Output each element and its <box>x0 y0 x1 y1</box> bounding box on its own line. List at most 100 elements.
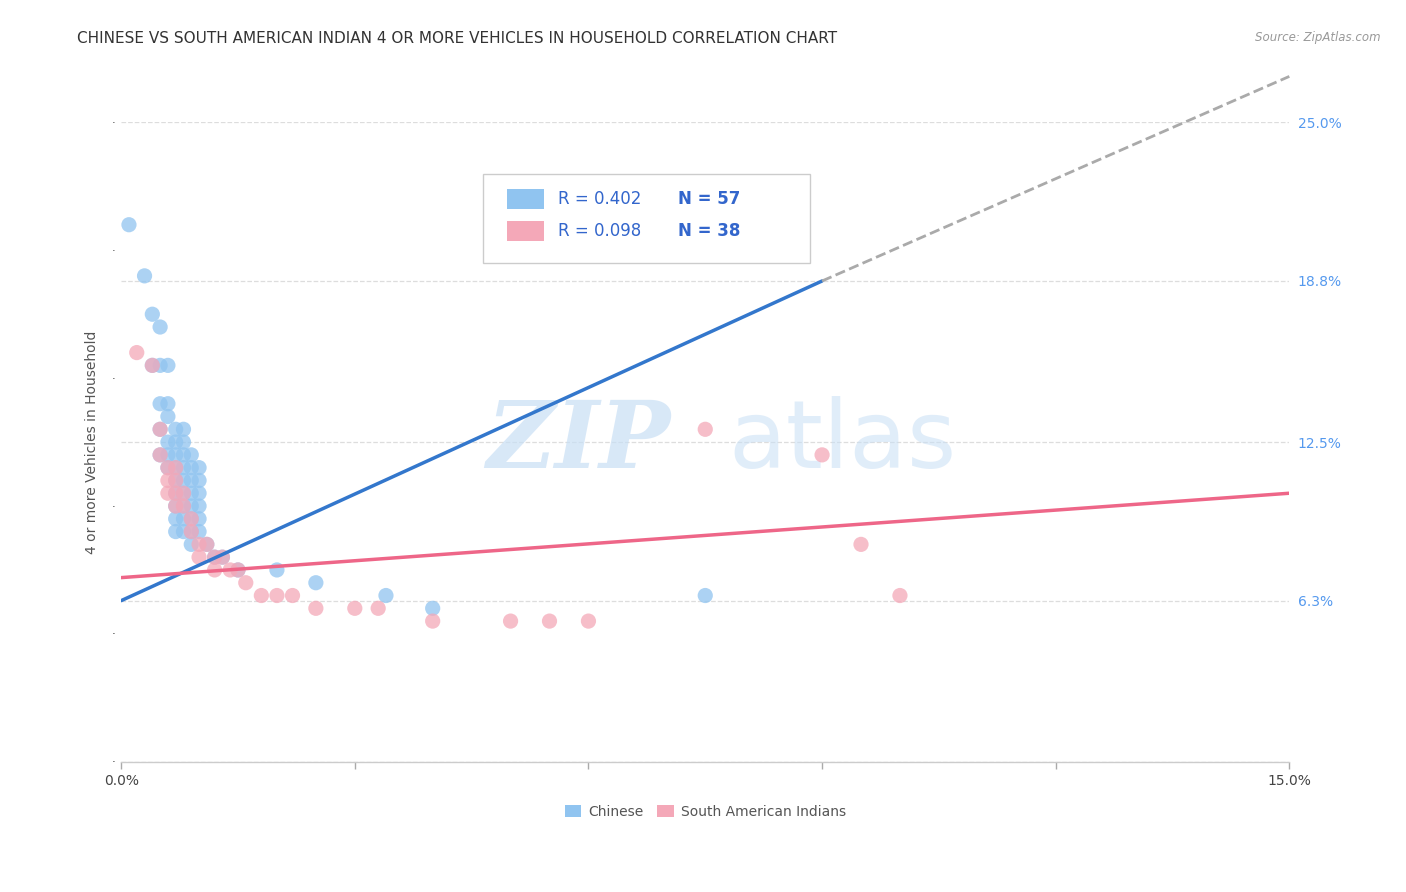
Text: ZIP: ZIP <box>486 397 671 487</box>
Point <box>235 575 257 590</box>
Text: atlas: atlas <box>728 396 957 488</box>
Point <box>165 435 187 450</box>
Point <box>204 550 226 565</box>
Point <box>204 550 226 565</box>
Point <box>695 589 717 603</box>
Point <box>172 474 194 488</box>
Text: R = 0.098: R = 0.098 <box>558 222 641 240</box>
FancyBboxPatch shape <box>506 189 544 210</box>
Point <box>188 474 211 488</box>
Point <box>165 474 187 488</box>
Text: N = 38: N = 38 <box>678 222 741 240</box>
Point <box>180 512 202 526</box>
Point <box>165 486 187 500</box>
Point <box>180 537 202 551</box>
Point <box>226 563 249 577</box>
Point <box>188 486 211 500</box>
Point <box>266 589 288 603</box>
Point <box>172 499 194 513</box>
Point <box>422 614 444 628</box>
Point <box>156 435 179 450</box>
Point <box>211 550 233 565</box>
Point <box>165 448 187 462</box>
Point <box>811 448 834 462</box>
Point <box>226 563 249 577</box>
Point <box>188 499 211 513</box>
FancyBboxPatch shape <box>484 174 810 263</box>
Point <box>180 448 202 462</box>
Point <box>172 435 194 450</box>
Point <box>305 601 328 615</box>
Point <box>250 589 273 603</box>
Text: Source: ZipAtlas.com: Source: ZipAtlas.com <box>1256 31 1381 45</box>
Point <box>165 499 187 513</box>
Point <box>195 537 218 551</box>
Point <box>156 359 179 373</box>
Point <box>180 474 202 488</box>
Point <box>849 537 872 551</box>
Point <box>172 499 194 513</box>
Point <box>156 460 179 475</box>
Point <box>172 422 194 436</box>
Point <box>211 550 233 565</box>
Point <box>655 244 678 258</box>
Point <box>180 486 202 500</box>
Point <box>172 460 194 475</box>
Point <box>156 409 179 424</box>
Point <box>165 499 187 513</box>
Point <box>172 486 194 500</box>
Point <box>180 460 202 475</box>
Point <box>180 499 202 513</box>
Point <box>165 474 187 488</box>
Point <box>188 550 211 565</box>
Point <box>422 601 444 615</box>
Point <box>149 397 172 411</box>
Point <box>165 486 187 500</box>
Point <box>578 614 600 628</box>
Point <box>305 575 328 590</box>
Point <box>188 524 211 539</box>
Point <box>180 512 202 526</box>
Point <box>149 320 172 334</box>
Text: CHINESE VS SOUTH AMERICAN INDIAN 4 OR MORE VEHICLES IN HOUSEHOLD CORRELATION CHA: CHINESE VS SOUTH AMERICAN INDIAN 4 OR MO… <box>77 31 838 46</box>
Point <box>188 512 211 526</box>
Point <box>149 422 172 436</box>
Point <box>172 524 194 539</box>
Point <box>219 563 242 577</box>
Point <box>195 537 218 551</box>
Point <box>538 614 561 628</box>
Point <box>172 448 194 462</box>
Point <box>188 460 211 475</box>
Point <box>156 397 179 411</box>
Point <box>172 512 194 526</box>
Text: R = 0.402: R = 0.402 <box>558 190 641 208</box>
Point <box>172 486 194 500</box>
Point <box>343 601 366 615</box>
Point <box>149 422 172 436</box>
Point <box>134 268 156 283</box>
FancyBboxPatch shape <box>506 221 544 242</box>
Text: N = 57: N = 57 <box>678 190 741 208</box>
Point <box>141 359 163 373</box>
Point <box>125 345 148 359</box>
Point <box>165 460 187 475</box>
Point <box>695 422 717 436</box>
Point <box>375 589 398 603</box>
Point <box>149 359 172 373</box>
Y-axis label: 4 or more Vehicles in Household: 4 or more Vehicles in Household <box>86 330 100 554</box>
Legend: Chinese, South American Indians: Chinese, South American Indians <box>565 805 846 819</box>
Point <box>180 524 202 539</box>
Point <box>156 474 179 488</box>
Point <box>266 563 288 577</box>
Point <box>889 589 911 603</box>
Point <box>141 359 163 373</box>
Point <box>367 601 389 615</box>
Point <box>204 563 226 577</box>
Point <box>165 422 187 436</box>
Point <box>499 614 522 628</box>
Point <box>156 460 179 475</box>
Point <box>141 307 163 321</box>
Point <box>149 448 172 462</box>
Point <box>281 589 304 603</box>
Point <box>180 524 202 539</box>
